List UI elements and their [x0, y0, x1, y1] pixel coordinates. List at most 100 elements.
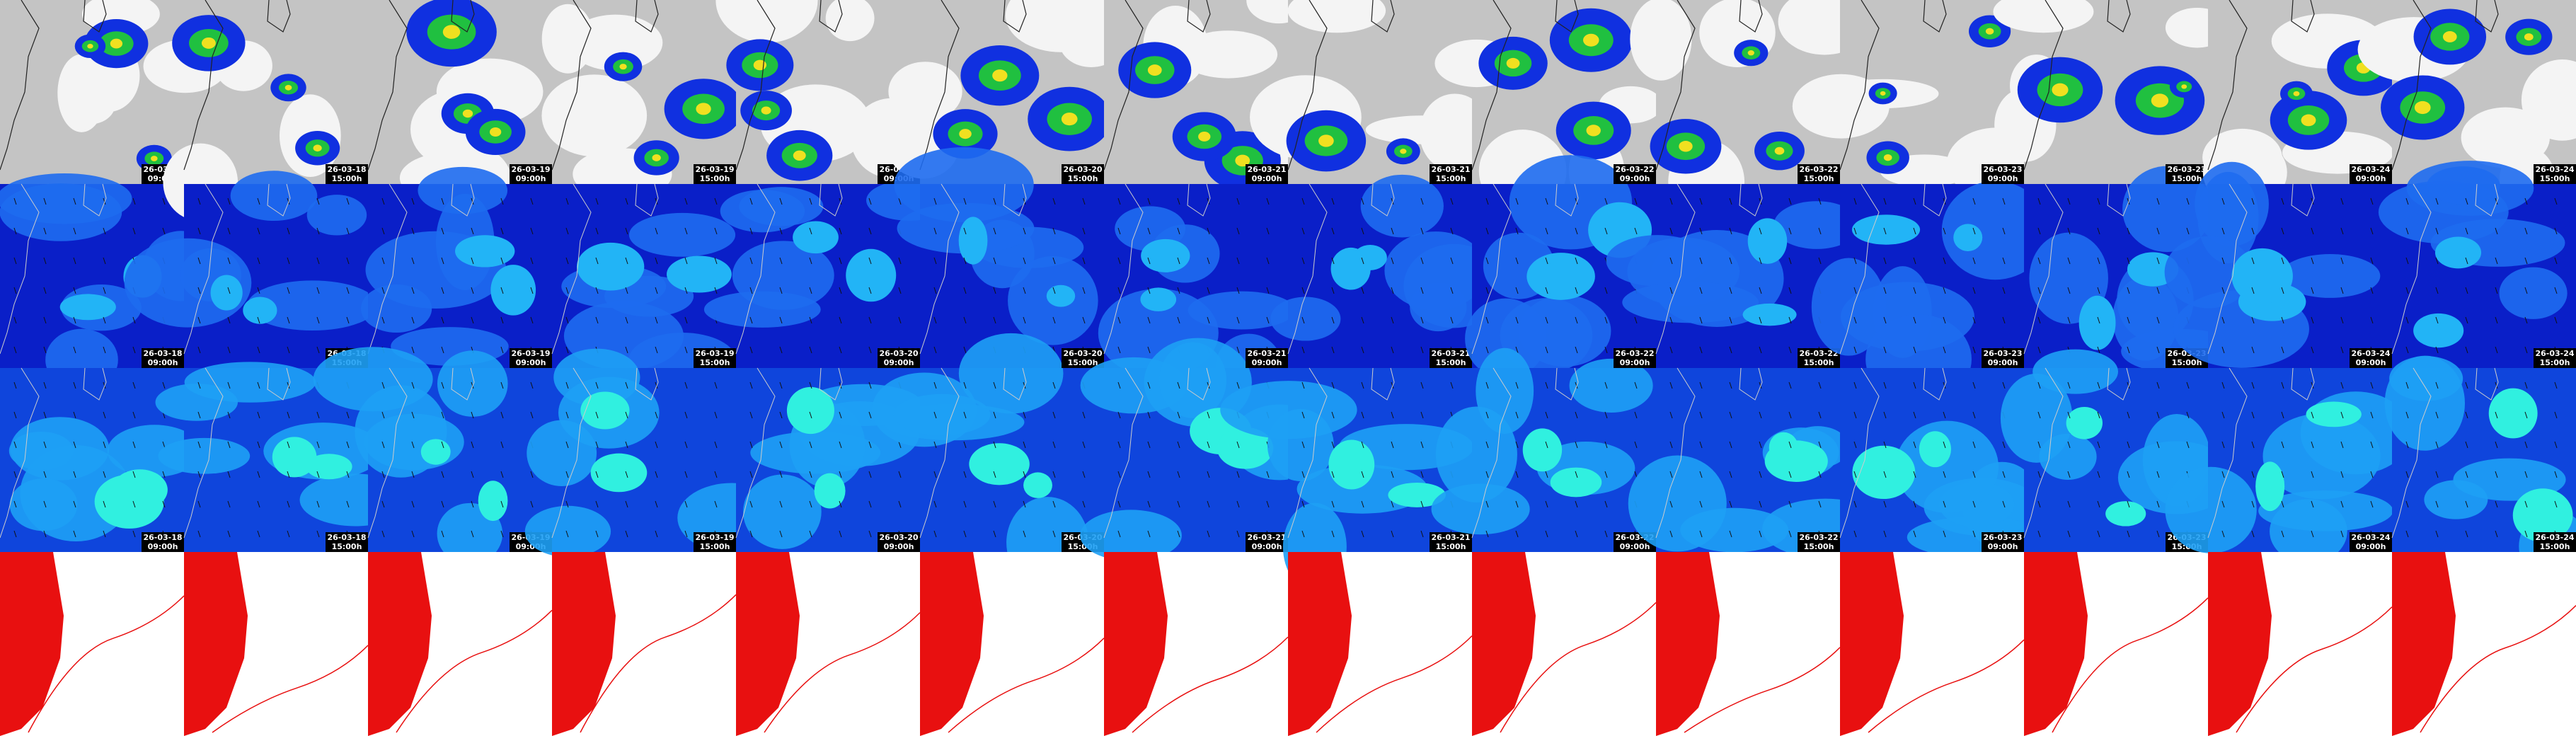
date-label: 26-03-24 — [2351, 349, 2390, 358]
clear-sky — [1630, 0, 1692, 81]
wind-arrow — [1883, 471, 1887, 478]
label-box — [878, 532, 920, 552]
wind-band — [1188, 291, 1295, 330]
wind-arrow — [132, 197, 136, 205]
wind-arrow — [655, 197, 658, 205]
wind-band — [2384, 355, 2465, 451]
wind-arrow — [2002, 471, 2006, 478]
wind-arrow — [1420, 500, 1424, 508]
wind-arrow — [132, 471, 136, 478]
wind-band — [743, 474, 822, 549]
wind-arrow — [1575, 316, 1578, 324]
wind-arrow — [625, 227, 628, 235]
wind-arrow — [2281, 346, 2284, 354]
wind-core — [2434, 236, 2482, 269]
wind-core — [112, 469, 168, 510]
rain-peak — [151, 156, 158, 161]
wind-arrow — [2186, 441, 2190, 449]
clear-sky — [1993, 0, 2094, 33]
wind-arrow — [625, 471, 628, 478]
label-box — [142, 532, 184, 552]
wind-arrow — [2311, 197, 2314, 205]
wind-band — [2122, 166, 2212, 253]
wind-arrow — [2524, 197, 2528, 205]
wind-arrow — [2002, 441, 2006, 449]
wind-arrow — [1515, 287, 1519, 294]
wind-arrow — [1485, 287, 1489, 294]
wind-arrow — [197, 500, 201, 508]
wind-arrow — [749, 471, 753, 478]
rain-peak — [1880, 91, 1886, 96]
wind-arrow — [1788, 381, 1792, 389]
wind-core — [1919, 431, 1951, 468]
wind-arrow — [1420, 287, 1424, 294]
wind-arrow — [1788, 346, 1792, 354]
rain-peak — [1586, 125, 1601, 137]
label-box — [1982, 532, 2024, 552]
clear-sky — [1365, 115, 1478, 144]
contour-fill — [736, 552, 800, 736]
wind-arrow — [316, 346, 320, 354]
time-label: 15:00h — [1068, 358, 1098, 367]
wind-arrow — [13, 441, 17, 449]
wind-core — [2231, 248, 2293, 304]
wind-arrow — [1883, 530, 1887, 538]
contour-fill — [552, 552, 616, 736]
label-box — [2166, 164, 2208, 184]
wind-arrow — [2127, 257, 2130, 265]
wind-arrow — [1545, 287, 1548, 294]
wind-arrow — [809, 411, 812, 419]
wind-arrow — [2495, 471, 2498, 478]
wind-arrow — [1669, 411, 1673, 419]
coastline — [1655, 367, 1763, 539]
time-label: 15:00h — [700, 542, 730, 551]
coastline — [0, 183, 107, 355]
wind-arrow — [1207, 530, 1210, 538]
wind-arrow — [2495, 530, 2498, 538]
rain-peak — [1061, 113, 1078, 126]
wind-arrow — [1669, 530, 1673, 538]
wind-arrow — [2002, 197, 2006, 205]
wind-arrow — [1669, 471, 1673, 478]
wind-arrow — [1485, 471, 1489, 478]
wind-arrow — [839, 441, 842, 449]
wind-arrow — [839, 500, 842, 508]
wind-band — [1360, 174, 1444, 238]
label-box — [694, 164, 736, 184]
wind-arrow — [162, 381, 166, 389]
wind-arrow — [2067, 257, 2071, 265]
wind-arrow — [809, 381, 812, 389]
wind-arrow — [2127, 500, 2130, 508]
wind-arrow — [1853, 530, 1857, 538]
coastline — [735, 183, 843, 355]
wind-arrow — [1943, 441, 1946, 449]
wind-arrow — [1699, 411, 1703, 419]
label-box — [2350, 164, 2392, 184]
contour-line — [2052, 597, 2209, 733]
wind-arrow — [898, 257, 902, 265]
wind-arrow — [471, 316, 474, 324]
column: 26-03-2315:00h26-03-2315:00h26-03-2315:0… — [1993, 0, 2242, 736]
wind-arrow — [2340, 287, 2344, 294]
wind-arrow — [1361, 381, 1364, 389]
wind-arrow — [565, 227, 569, 235]
wind-arrow — [2221, 381, 2225, 389]
wind-arrow — [316, 316, 320, 324]
wind-arrow — [2281, 287, 2284, 294]
wind-arrow — [1485, 316, 1489, 324]
wind-arrow — [1913, 441, 1916, 449]
coastline — [1103, 183, 1211, 355]
wind-arrow — [839, 346, 842, 354]
wind-arrow — [1788, 287, 1792, 294]
wind-arrow — [1082, 197, 1086, 205]
time-label: 09:00h — [884, 358, 914, 367]
wind-arrow — [1177, 530, 1180, 538]
wind-arrow — [13, 257, 17, 265]
wind-arrow — [993, 316, 996, 324]
rain-peak — [2414, 100, 2431, 115]
wind-arrow — [316, 227, 320, 235]
wind-arrow — [1023, 257, 1026, 265]
wind-arrow — [132, 381, 136, 389]
wind-arrow — [2156, 287, 2160, 294]
wind-arrow — [257, 316, 260, 324]
